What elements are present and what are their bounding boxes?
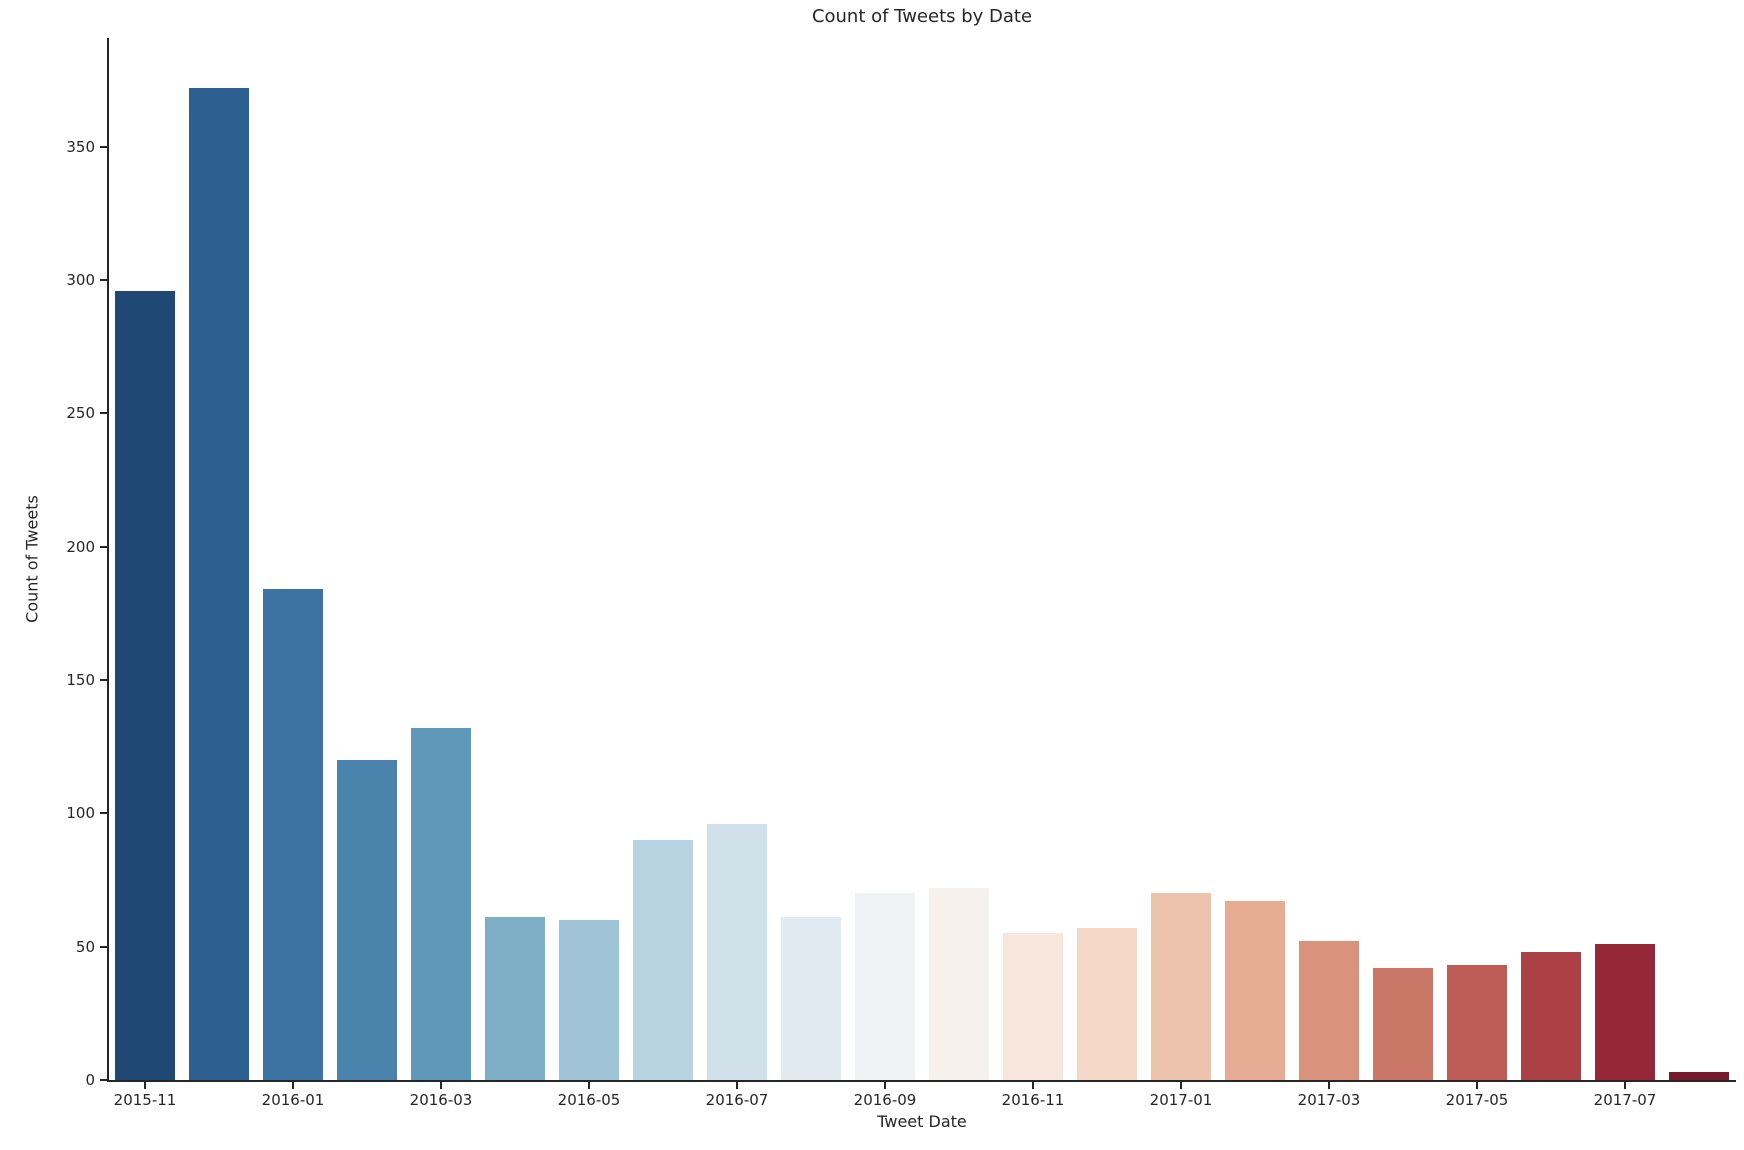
x-tick-label-2016-01: 2016-01 — [261, 1091, 325, 1109]
bar-2016-07 — [707, 824, 767, 1080]
bar-2017-06 — [1521, 952, 1581, 1080]
bar-2017-07 — [1595, 944, 1655, 1080]
y-tick-mark-200 — [100, 545, 107, 548]
bar-2016-02 — [337, 760, 397, 1080]
bar-2016-08 — [781, 917, 841, 1080]
x-tick-mark-2016-11 — [1032, 1082, 1034, 1089]
y-tick-label-200: 200 — [66, 537, 95, 556]
bar-2016-01 — [263, 589, 323, 1080]
y-tick-label-0: 0 — [85, 1071, 95, 1089]
bar-2016-03 — [411, 728, 471, 1080]
y-tick-mark-300 — [100, 278, 107, 281]
x-tick-label-2016-03: 2016-03 — [409, 1091, 473, 1109]
x-tick-mark-2016-05 — [588, 1082, 590, 1089]
x-tick-label-2016-07: 2016-07 — [705, 1091, 769, 1109]
bar-2016-10 — [929, 888, 989, 1080]
bar-2016-05 — [559, 920, 619, 1080]
x-tick-mark-2017-05 — [1476, 1082, 1478, 1089]
bar-2017-01 — [1151, 893, 1211, 1080]
x-axis-label: Tweet Date — [877, 1112, 967, 1131]
bar-2017-02 — [1225, 901, 1285, 1080]
x-tick-mark-2016-09 — [884, 1082, 886, 1089]
bar-2015-11 — [115, 290, 175, 1080]
y-tick-label-350: 350 — [66, 137, 95, 156]
bar-2015-12 — [189, 87, 249, 1080]
bar-2016-09 — [855, 893, 915, 1080]
y-tick-label-300: 300 — [66, 270, 95, 289]
bar-2016-11 — [1003, 933, 1063, 1080]
bar-2016-04 — [485, 917, 545, 1080]
bar-2016-06 — [633, 840, 693, 1080]
y-tick-mark-350 — [100, 145, 107, 148]
y-tick-label-50: 50 — [75, 937, 95, 956]
x-tick-mark-2016-01 — [292, 1082, 294, 1089]
y-tick-label-100: 100 — [66, 804, 95, 823]
x-tick-mark-2016-03 — [440, 1082, 442, 1089]
x-tick-mark-2017-07 — [1624, 1082, 1626, 1089]
x-tick-label-2017-01: 2017-01 — [1149, 1091, 1213, 1109]
x-tick-label-2017-07: 2017-07 — [1593, 1091, 1657, 1109]
y-tick-mark-250 — [100, 412, 107, 415]
x-tick-label-2015-11: 2015-11 — [113, 1091, 177, 1109]
y-axis-label: Count of Tweets — [22, 495, 42, 623]
x-tick-mark-2017-01 — [1180, 1082, 1182, 1089]
bar-2017-05 — [1447, 965, 1507, 1080]
x-tick-label-2017-05: 2017-05 — [1445, 1091, 1509, 1109]
x-tick-mark-2015-11 — [144, 1082, 146, 1089]
y-tick-label-150: 150 — [66, 670, 95, 689]
x-tick-label-2016-11: 2016-11 — [1001, 1091, 1065, 1109]
bar-2017-04 — [1373, 968, 1433, 1080]
bar-2017-08 — [1669, 1072, 1729, 1080]
y-tick-mark-100 — [100, 812, 107, 815]
x-tick-label-2016-09: 2016-09 — [853, 1091, 917, 1109]
y-tick-label-250: 250 — [66, 404, 95, 423]
y-axis-line — [107, 38, 109, 1082]
x-tick-label-2016-05: 2016-05 — [557, 1091, 621, 1109]
y-tick-mark-150 — [100, 678, 107, 681]
chart-title: Count of Tweets by Date — [811, 6, 1033, 27]
x-tick-mark-2016-07 — [736, 1082, 738, 1089]
bar-2016-12 — [1077, 928, 1137, 1080]
bar-2017-03 — [1299, 941, 1359, 1080]
x-tick-mark-2017-03 — [1328, 1082, 1330, 1089]
x-axis-line — [107, 1080, 1736, 1082]
x-tick-label-2017-03: 2017-03 — [1297, 1091, 1361, 1109]
y-tick-mark-0 — [100, 1079, 107, 1081]
y-tick-mark-50 — [100, 945, 107, 948]
